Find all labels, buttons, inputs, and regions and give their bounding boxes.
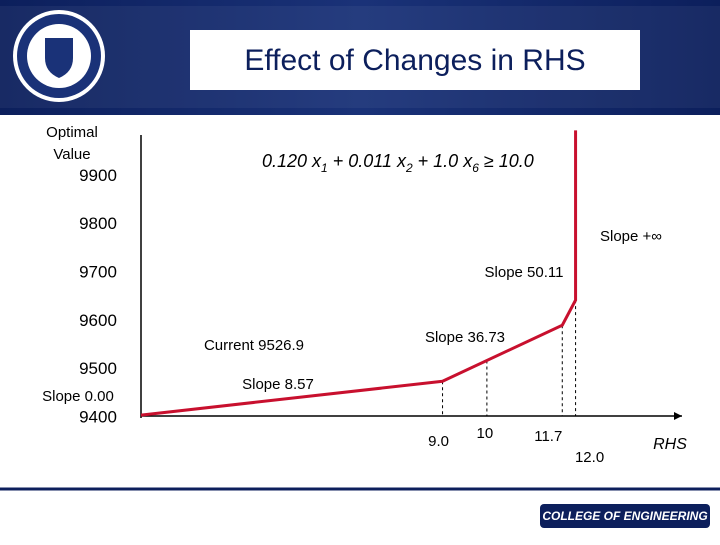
x-axis-arrow — [674, 412, 682, 420]
y-tick-label: 9800 — [79, 214, 117, 233]
subscript: 6 — [472, 161, 479, 175]
constraint-part: + 0.011 x — [328, 151, 407, 171]
annotation: Current 9526.9 — [204, 337, 304, 354]
y-tick-label: 9500 — [79, 359, 117, 378]
x-tick-label: 11.7 — [534, 428, 562, 445]
subscript: 1 — [321, 161, 328, 175]
x-tick-label: 12.0 — [575, 449, 604, 466]
constraint-part: + 1.0 x — [413, 151, 474, 171]
annotation: Slope 36.73 — [425, 329, 505, 346]
x-axis-label: RHS — [653, 436, 687, 453]
title-box — [190, 30, 640, 90]
y-tick-label: 9600 — [79, 311, 117, 330]
seal — [13, 10, 105, 102]
footer-logo — [540, 504, 710, 528]
constraint-part: ≥ 10.0 — [479, 151, 534, 171]
y-axis-label: Value — [53, 146, 90, 163]
x-tick-label: 9.0 — [428, 433, 449, 450]
annotation: Slope 0.00 — [42, 388, 114, 405]
chart-title: Effect of Changes in RHS — [244, 44, 585, 77]
constraint: 0.120 x1 + 0.011 x2 + 1.0 x6 ≥ 10.0 — [262, 151, 534, 175]
y-tick-label: 9700 — [79, 262, 117, 281]
annotation: Slope 8.57 — [242, 376, 314, 393]
annotation: Slope 50.11 — [485, 264, 564, 281]
footer-logo-text: COLLEGE OF ENGINEERING — [542, 509, 707, 523]
line — [140, 130, 578, 417]
y-tick-label: 9900 — [79, 166, 117, 185]
constraint-part: 0.120 x — [262, 151, 322, 171]
annotation: Slope +∞ — [600, 228, 662, 245]
x-tick-label: 10 — [477, 425, 494, 442]
subscript: 2 — [405, 161, 413, 175]
y-tick-label: 9400 — [79, 407, 117, 426]
y-axis-label: Optimal — [46, 124, 98, 141]
